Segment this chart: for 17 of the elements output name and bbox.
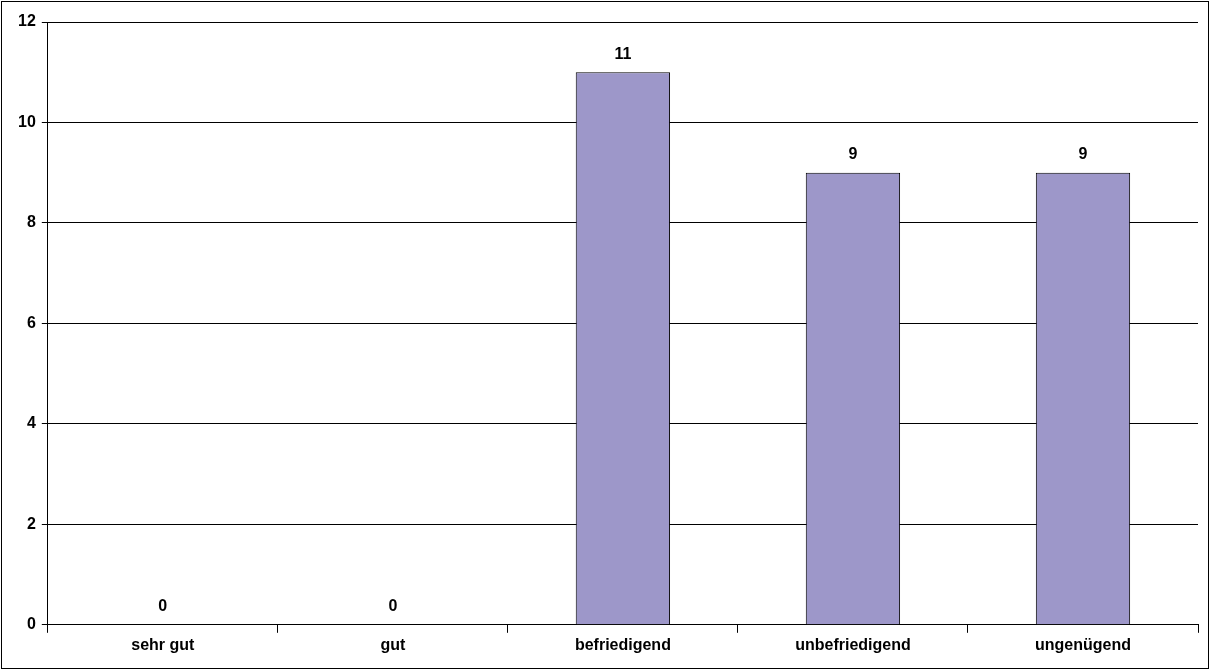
x-tick-label: unbefriedigend bbox=[795, 635, 911, 653]
y-tick-label: 10 bbox=[18, 112, 36, 130]
x-tick-label: ungenügend bbox=[1034, 635, 1131, 653]
data-label: 0 bbox=[388, 597, 398, 615]
data-label: 9 bbox=[1078, 145, 1088, 163]
y-tick-label: 6 bbox=[26, 313, 36, 331]
data-label: 9 bbox=[848, 145, 858, 163]
y-tick-label: 2 bbox=[26, 514, 36, 532]
data-label: 11 bbox=[614, 44, 632, 62]
y-tick-label: 0 bbox=[26, 615, 36, 633]
data-label: 0 bbox=[158, 597, 168, 615]
y-tick-label: 8 bbox=[26, 213, 36, 231]
x-tick-label: sehr gut bbox=[131, 635, 196, 653]
y-tick-label: 4 bbox=[26, 414, 36, 432]
y-tick-label: 12 bbox=[18, 12, 36, 30]
x-tick-label: befriedigend bbox=[574, 635, 671, 653]
x-tick-label: gut bbox=[380, 635, 406, 653]
